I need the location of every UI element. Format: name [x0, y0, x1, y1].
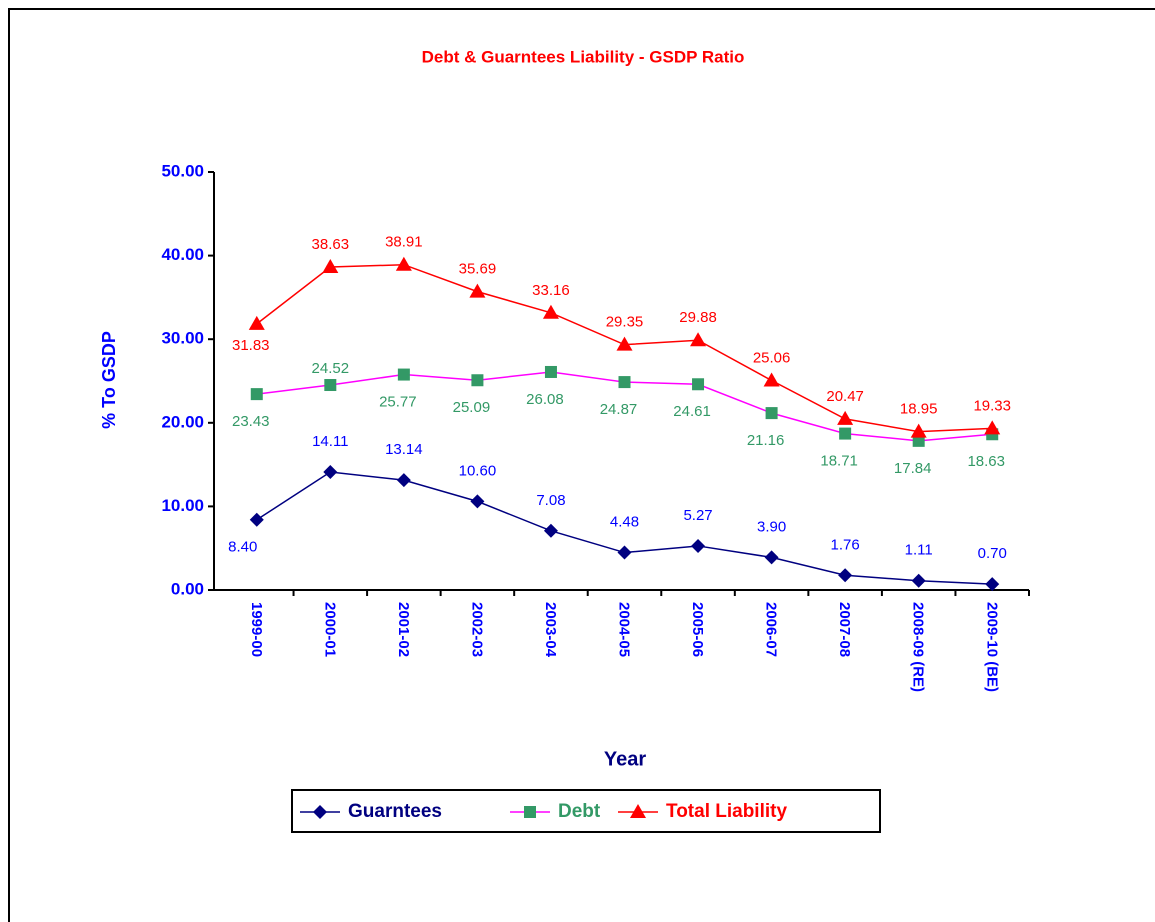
x-tick-label: 2001-02	[395, 602, 412, 657]
data-label: 33.16	[532, 282, 570, 299]
x-tick-label: 2002-03	[468, 602, 485, 657]
data-label: 29.88	[679, 309, 717, 326]
y-tick-label: 0.00	[171, 579, 204, 598]
data-label: 19.33	[973, 397, 1011, 414]
data-point	[690, 332, 707, 347]
data-label: 29.35	[606, 314, 644, 331]
data-label: 35.69	[459, 261, 497, 278]
data-point	[691, 538, 706, 553]
data-point	[322, 259, 339, 274]
data-label: 1.11	[905, 542, 933, 559]
data-label: 21.16	[747, 432, 785, 449]
data-label: 0.70	[978, 545, 1007, 562]
data-point	[543, 523, 558, 538]
y-tick-label: 10.00	[161, 496, 204, 515]
data-point	[764, 550, 779, 565]
x-tick-label: 2008-09 (RE)	[910, 602, 927, 692]
data-label: 7.08	[536, 492, 565, 509]
legend-label: Total Liability	[666, 801, 787, 822]
data-point	[765, 407, 778, 420]
data-point	[839, 427, 852, 440]
y-axis-title: % To GSDP	[99, 331, 119, 429]
data-point	[471, 374, 484, 387]
data-point	[397, 368, 410, 381]
data-point	[910, 423, 927, 438]
data-point	[616, 336, 633, 351]
data-point	[912, 434, 925, 447]
data-point	[838, 568, 853, 583]
data-label: 1.76	[831, 536, 860, 553]
x-tick-label: 2003-04	[542, 602, 559, 658]
data-label: 38.91	[385, 234, 423, 251]
data-label: 10.60	[459, 462, 497, 479]
data-point	[911, 573, 926, 588]
data-point	[249, 512, 264, 527]
legend-box	[291, 789, 881, 833]
data-label: 25.09	[453, 399, 491, 416]
data-point	[324, 379, 337, 392]
chart-title: Debt & Guarntees Liability - GSDP Ratio	[422, 47, 745, 66]
data-point	[395, 256, 412, 271]
x-tick-label: 2009-10 (BE)	[983, 602, 1000, 692]
data-point	[396, 473, 411, 488]
legend-label: Debt	[558, 801, 601, 822]
data-point	[837, 410, 854, 425]
data-label: 18.71	[820, 453, 858, 470]
chart-frame	[8, 8, 1155, 922]
data-point	[985, 577, 1000, 592]
data-point	[984, 420, 1001, 435]
data-point	[250, 388, 263, 401]
data-point	[323, 465, 338, 480]
x-tick-label: 2007-08	[836, 602, 853, 657]
x-axis-title: Year	[604, 748, 646, 770]
data-label: 18.63	[967, 453, 1005, 470]
data-point	[692, 378, 705, 391]
data-point	[617, 545, 632, 560]
data-point	[470, 494, 485, 509]
data-point	[544, 365, 557, 378]
data-label: 17.84	[894, 460, 932, 477]
data-label: 31.83	[232, 337, 270, 354]
data-label: 20.47	[826, 388, 864, 405]
y-tick-label: 50.00	[161, 161, 204, 180]
legend-marker	[524, 806, 536, 818]
data-label: 13.14	[385, 441, 423, 458]
data-label: 24.52	[312, 360, 350, 377]
legend-label: Guarntees	[348, 801, 442, 822]
data-label: 4.48	[610, 514, 639, 531]
data-point	[248, 315, 265, 330]
y-tick-label: 40.00	[161, 245, 204, 264]
data-label: 8.40	[228, 539, 257, 556]
data-label: 25.77	[379, 394, 417, 411]
y-tick-label: 30.00	[161, 329, 204, 348]
data-label: 23.43	[232, 413, 270, 430]
x-tick-label: 2004-05	[616, 602, 633, 657]
legend-marker	[313, 805, 327, 819]
data-point	[469, 283, 486, 298]
data-label: 26.08	[526, 391, 564, 408]
data-label: 38.63	[312, 236, 350, 253]
data-label: 5.27	[683, 507, 712, 524]
x-tick-label: 1999-00	[248, 602, 265, 657]
data-point	[542, 304, 559, 319]
data-label: 18.95	[900, 401, 938, 418]
data-label: 14.11	[312, 433, 348, 450]
data-label: 24.87	[600, 401, 638, 418]
x-tick-label: 2000-01	[321, 602, 338, 657]
data-point	[618, 376, 631, 389]
legend-marker	[630, 804, 646, 818]
data-label: 3.90	[757, 518, 786, 535]
x-tick-label: 2005-06	[689, 602, 706, 657]
data-label: 25.06	[753, 349, 791, 366]
y-tick-label: 20.00	[161, 412, 204, 431]
data-point	[763, 372, 780, 387]
data-label: 24.61	[673, 403, 711, 420]
x-tick-label: 2006-07	[763, 602, 780, 657]
